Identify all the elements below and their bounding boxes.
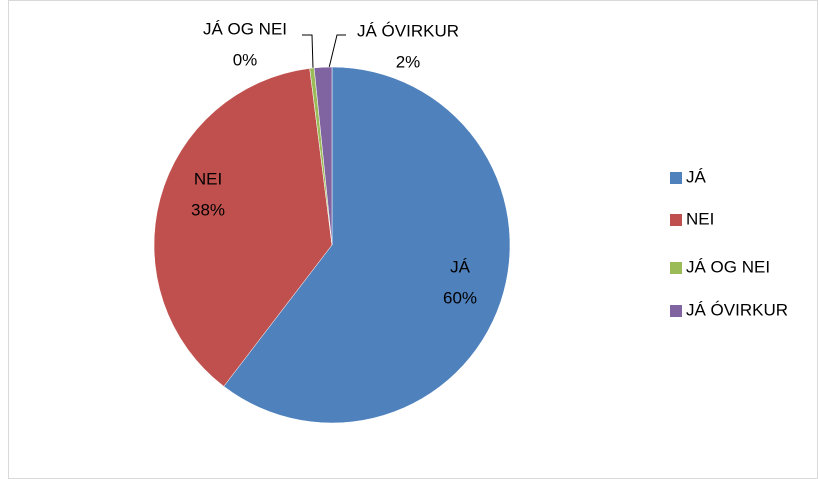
leader-line	[302, 34, 314, 69]
data-label: 2%	[396, 52, 421, 71]
pie-slice	[313, 66, 333, 246]
legend-label: NEI	[686, 209, 714, 228]
legend-swatch	[670, 262, 682, 274]
data-label-name: JÁ	[450, 257, 471, 276]
data-label: 60%	[443, 288, 477, 307]
legend-swatch	[670, 172, 682, 184]
pie-slice	[153, 68, 333, 387]
data-label-name: JÁ OG NEI	[203, 19, 287, 38]
data-label-name: JÁ ÓVIRKUR	[357, 21, 459, 40]
legend-label: JÁ ÓVIRKUR	[686, 300, 788, 319]
legend-swatch	[670, 214, 682, 226]
data-label: 0%	[233, 50, 258, 69]
data-label-name: NEI	[194, 169, 222, 188]
leader-line	[328, 34, 346, 69]
pie-slice	[223, 66, 511, 424]
legend-label: JÁ	[686, 167, 707, 186]
legend-swatch	[670, 305, 682, 317]
data-label: 38%	[191, 200, 225, 219]
legend-label: JÁ OG NEI	[686, 257, 770, 276]
